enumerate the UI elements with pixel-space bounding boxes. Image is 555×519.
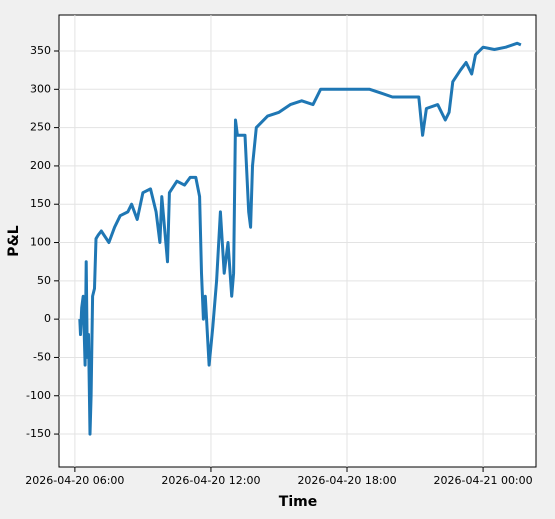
y-tick-label: 200 bbox=[30, 159, 51, 172]
plot-area bbox=[58, 14, 537, 468]
y-tick-label: 100 bbox=[30, 236, 51, 249]
y-tick-label: -100 bbox=[26, 389, 51, 402]
x-tick-label: 2026-04-20 18:00 bbox=[297, 474, 396, 487]
data-line bbox=[78, 41, 522, 436]
y-tick-label: -50 bbox=[33, 350, 51, 363]
y-tick-label: 250 bbox=[30, 121, 51, 134]
y-tick-label: 150 bbox=[30, 197, 51, 210]
y-axis-title: P&L bbox=[6, 225, 22, 256]
y-tick-label: -150 bbox=[26, 427, 51, 440]
y-tick-label: 350 bbox=[30, 44, 51, 57]
y-tick-label: 50 bbox=[37, 274, 51, 287]
x-axis-title: Time bbox=[279, 494, 317, 510]
x-tick-label: 2026-04-20 12:00 bbox=[161, 474, 260, 487]
y-tick-label: 0 bbox=[44, 312, 51, 325]
y-tick-label: 300 bbox=[30, 82, 51, 95]
x-tick-label: 2026-04-20 06:00 bbox=[25, 474, 124, 487]
x-tick-label: 2026-04-21 00:00 bbox=[434, 474, 533, 487]
